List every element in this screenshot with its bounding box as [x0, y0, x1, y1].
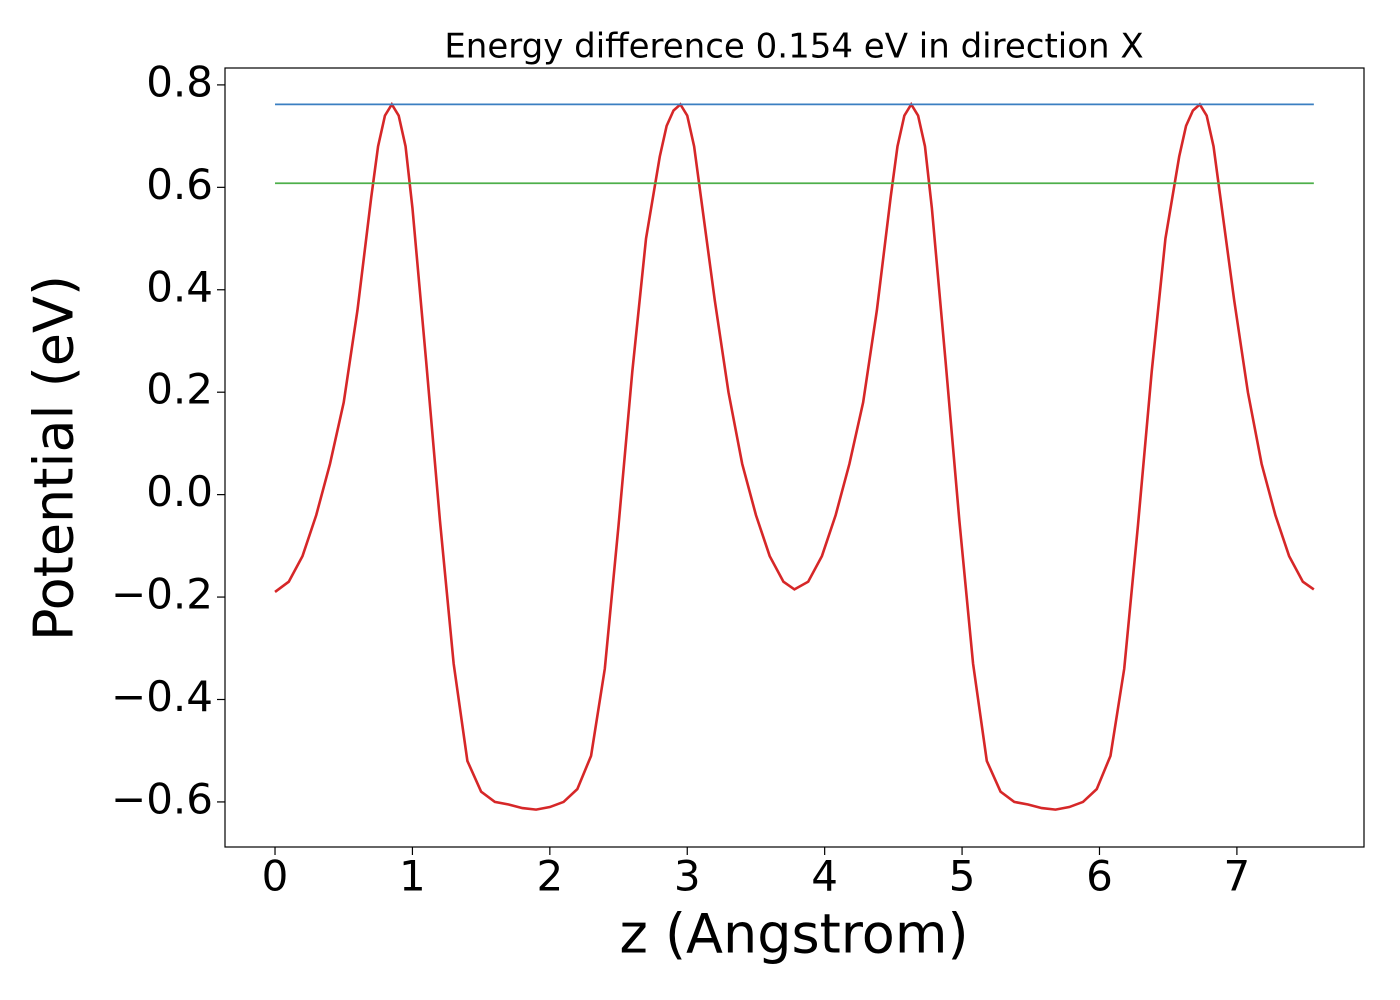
y-tick-label: −0.4	[111, 672, 213, 721]
x-tick-label: 5	[949, 852, 976, 901]
plot-frame	[224, 67, 1365, 848]
y-tick-label: 0.0	[146, 467, 213, 516]
x-tick-label: 7	[1224, 852, 1251, 901]
x-tick-label: 0	[262, 852, 289, 901]
chart-title: Energy difference 0.154 eV in direction …	[444, 27, 1143, 67]
y-tick-label: 0.8	[146, 57, 213, 106]
x-tick-label: 4	[811, 852, 838, 901]
x-tick-label: 3	[674, 852, 701, 901]
y-tick-label: −0.6	[111, 774, 213, 823]
y-axis-label: Potential (eV)	[23, 275, 86, 641]
y-tick-label: 0.4	[146, 262, 213, 311]
y-tick-label: −0.2	[111, 570, 213, 619]
x-tick-label: 1	[399, 852, 426, 901]
x-tick-label: 2	[536, 852, 563, 901]
x-axis-label: z (Angstrom)	[619, 903, 968, 966]
y-tick-label: 0.2	[146, 365, 213, 414]
x-tick-label: 6	[1086, 852, 1113, 901]
series-line	[274, 101, 1315, 811]
y-tick-label: 0.6	[146, 160, 213, 209]
